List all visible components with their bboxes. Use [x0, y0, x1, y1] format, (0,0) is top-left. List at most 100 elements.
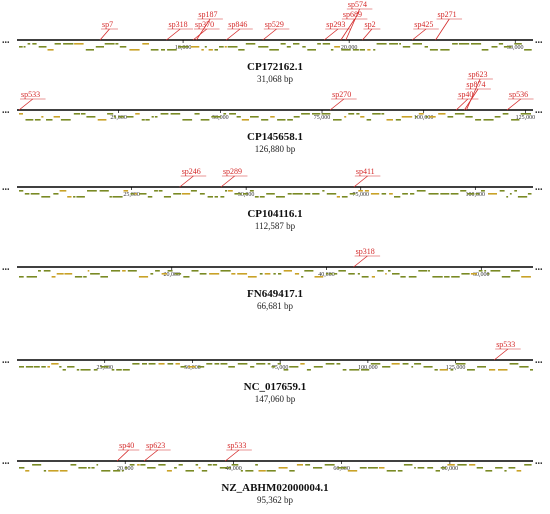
gene-feature [389, 43, 398, 45]
gene-feature [194, 113, 200, 115]
gene-feature [270, 116, 275, 118]
spacer-label: sp529 [265, 20, 284, 29]
ellipsis-left: ... [2, 456, 10, 467]
gene-feature [87, 190, 97, 192]
ellipsis-right: ... [535, 105, 543, 116]
gene-feature [517, 196, 528, 198]
gene-feature [201, 49, 204, 51]
gene-feature [266, 193, 275, 195]
gene-feature [471, 43, 482, 45]
ellipsis-right: ... [535, 262, 543, 273]
gene-feature [498, 369, 508, 371]
gene-feature [137, 464, 140, 466]
gene-feature [231, 464, 239, 466]
gene-feature [418, 270, 428, 272]
gene-feature [167, 49, 177, 51]
gene-feature [56, 273, 64, 275]
spacer-label: sp293 [326, 20, 345, 29]
gene-feature [261, 119, 269, 121]
gene-feature [237, 273, 248, 275]
gene-feature [377, 270, 384, 272]
gene-feature [385, 273, 387, 275]
gene-feature [204, 46, 207, 48]
gene-feature [491, 46, 498, 48]
gene-feature [70, 464, 77, 466]
gene-feature [389, 193, 393, 195]
gene-feature [174, 467, 177, 469]
gene-feature [121, 470, 124, 472]
gene-feature [296, 464, 303, 466]
gene-feature [25, 470, 30, 472]
gene-feature [503, 46, 512, 48]
gene-feature [322, 43, 331, 45]
spacer-leader [466, 78, 481, 111]
spacer-label: sp7 [102, 20, 113, 29]
gene-feature [447, 116, 454, 118]
gene-feature [32, 43, 37, 45]
gene-feature [347, 470, 358, 472]
gene-feature [514, 190, 517, 192]
gene-feature [129, 464, 135, 466]
gene-feature [27, 43, 31, 45]
gene-feature [225, 190, 227, 192]
gene-feature [151, 116, 154, 118]
gene-feature [200, 119, 210, 121]
gene-feature [283, 369, 289, 371]
gene-feature [48, 470, 59, 472]
gene-feature [201, 470, 208, 472]
gene-feature [47, 366, 50, 368]
gene-feature [349, 193, 356, 195]
gene-feature [418, 113, 424, 115]
gene-feature [427, 467, 434, 469]
tick-label: 60,000 [333, 466, 350, 472]
ellipsis-left: ... [2, 355, 10, 366]
spacer-label: sp370 [195, 20, 214, 29]
gene-feature [336, 363, 341, 365]
gene-feature [19, 113, 23, 115]
gene-feature [402, 46, 411, 48]
gene-feature [287, 119, 293, 121]
spacer-leader [435, 18, 450, 41]
gene-feature [180, 366, 187, 368]
gene-feature [289, 470, 295, 472]
gene-feature [123, 190, 129, 192]
gene-feature [502, 113, 509, 115]
gene-feature [504, 470, 507, 472]
spacer-leader [225, 449, 240, 462]
gene-feature [514, 43, 522, 45]
gene-feature [460, 190, 467, 192]
gene-feature [348, 273, 355, 275]
gene-feature [107, 113, 114, 115]
spacer-leader [362, 28, 373, 41]
gene-feature [306, 369, 311, 371]
spacer-label: sp318 [168, 20, 187, 29]
ellipsis-left: ... [2, 35, 10, 46]
gene-feature [43, 270, 51, 272]
gene-feature [414, 363, 422, 365]
tick-label: 75,000 [272, 365, 289, 371]
gene-feature [428, 270, 430, 272]
gene-feature [487, 273, 490, 275]
gene-feature [361, 369, 370, 371]
gene-feature [63, 43, 74, 45]
gene-feature [154, 116, 158, 118]
gene-feature [24, 193, 30, 195]
gene-feature [127, 270, 137, 272]
gene-feature [245, 470, 254, 472]
spacer-label: sp411 [356, 167, 375, 176]
gene-feature [432, 276, 443, 278]
spacer-label: sp533 [227, 441, 246, 450]
gene-feature [370, 363, 381, 365]
gene-feature [59, 470, 68, 472]
gene-feature [101, 470, 111, 472]
gene-feature [234, 193, 242, 195]
gene-feature [43, 470, 47, 472]
gene-feature [434, 369, 438, 371]
gene-feature [46, 119, 53, 121]
gene-feature [438, 113, 446, 115]
gene-feature [139, 193, 147, 195]
gene-feature [76, 369, 80, 371]
tick-label: 50,000 [184, 365, 201, 371]
gene-feature [336, 196, 340, 198]
